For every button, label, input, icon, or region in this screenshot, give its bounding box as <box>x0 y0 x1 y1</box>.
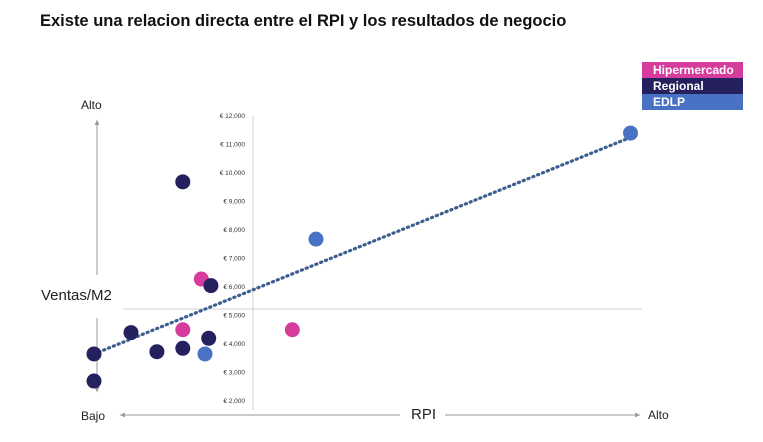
trendline-path <box>92 135 633 356</box>
data-point-edlp <box>197 346 213 362</box>
y-tick-label: € 2,000 <box>223 398 245 405</box>
data-point-hipermercado <box>284 322 300 338</box>
y-tick-labels: € 2,000 € 3,000 € 4,000 € 5,000 € 6,000 € 7,0… <box>220 113 246 405</box>
legend-item-hipermercado: Hipermercado <box>642 62 743 78</box>
y-tick-label: € 11,000 <box>220 142 245 149</box>
legend-item-regional: Regional <box>642 78 743 94</box>
data-point-regional <box>149 344 165 360</box>
y-tick-label: € 7,000 <box>223 256 245 263</box>
data-point-regional <box>175 340 191 356</box>
y-tick-label: € 8,000 <box>223 227 245 234</box>
data-point-regional <box>203 278 219 294</box>
data-point-edlp <box>308 231 324 247</box>
data-point-regional <box>86 346 102 362</box>
data-point-edlp <box>623 125 638 141</box>
data-point-regional <box>175 174 191 190</box>
x-axis-high-label: Alto <box>648 408 669 422</box>
data-point-hipermercado <box>175 322 191 338</box>
y-tick-label: € 10,000 <box>220 170 246 177</box>
y-tick-label: € 12,000 <box>220 113 246 120</box>
trendline <box>92 135 633 356</box>
data-point-regional <box>123 325 139 341</box>
y-axis-high-label: Alto <box>81 98 102 112</box>
x-axis-low-label: Bajo <box>81 409 106 423</box>
y-tick-label: € 6,000 <box>223 284 245 291</box>
y-tick-label: € 9,000 <box>223 199 245 206</box>
data-points <box>86 125 638 389</box>
legend-item-edlp: EDLP <box>642 94 743 110</box>
y-tick-label: € 3,000 <box>223 370 245 377</box>
y-axis-title: Ventas/M2 <box>41 287 112 304</box>
y-tick-label: € 4,000 <box>223 341 245 348</box>
data-point-regional <box>201 330 217 346</box>
x-axis-title: RPI <box>411 406 437 423</box>
data-point-regional <box>86 373 102 389</box>
chart-axes <box>94 116 642 418</box>
y-tick-label: € 5,000 <box>223 313 245 320</box>
chart-title: Existe una relacion directa entre el RPI… <box>40 12 567 30</box>
